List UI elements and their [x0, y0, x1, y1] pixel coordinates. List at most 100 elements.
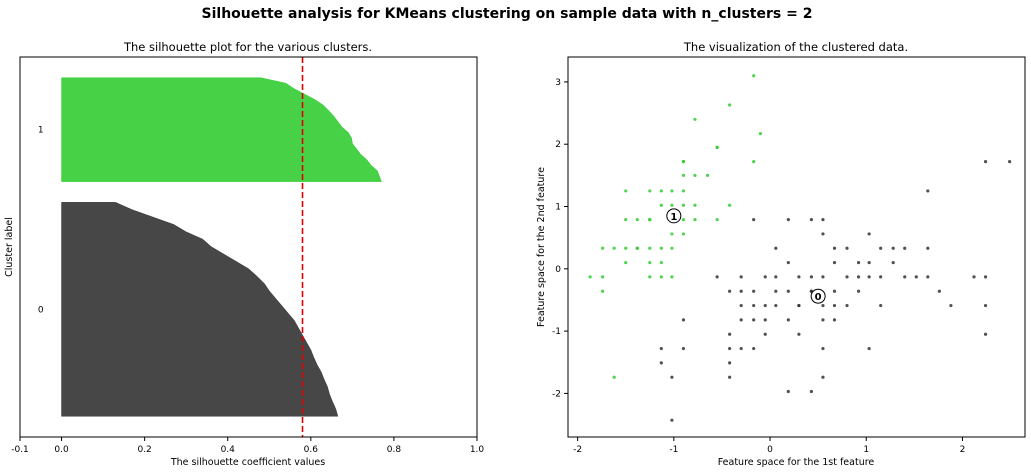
cluster-1-point	[693, 117, 697, 121]
cluster-0-point	[774, 303, 778, 308]
scatter-x-label: Feature space for the 1st feature	[718, 457, 875, 468]
silhouette-x-label: The silhouette coefficient values	[170, 457, 325, 468]
cluster-1-point	[705, 173, 710, 177]
cluster-0-point	[891, 246, 895, 250]
cluster-0-point	[809, 275, 814, 279]
cluster-1-point	[648, 246, 652, 250]
cluster-0-point	[972, 275, 976, 279]
cluster-1-point	[588, 275, 592, 279]
cluster-0-point	[797, 303, 801, 308]
cluster-0-point	[715, 275, 719, 279]
cluster-0-point	[926, 189, 930, 193]
x-tick-label: -0.1	[11, 445, 29, 455]
scatter-plot-title: The visualization of the clustered data.	[683, 40, 908, 54]
cluster-1-point	[758, 132, 763, 136]
cluster-center-1	[666, 208, 682, 224]
x-tick-label: 1.0	[470, 445, 485, 455]
cluster-1-point	[624, 217, 628, 222]
cluster-0-point	[845, 303, 849, 308]
cluster-0-point	[786, 289, 790, 293]
cluster-0-point	[763, 303, 767, 308]
cluster-1-point	[635, 217, 639, 222]
figure-suptitle: Silhouette analysis for KMeans clusterin…	[202, 6, 813, 22]
scatter-y-ticks: -2 -1 0 1 2 3	[552, 78, 568, 399]
cluster-0-point	[903, 246, 907, 250]
y-tick-label: 3	[555, 78, 561, 88]
silhouette-x-ticks: -0.1 0.0 0.2 0.4 0.6 0.8 1.0	[11, 437, 484, 455]
cluster-0-point	[845, 246, 849, 250]
cluster-0-point	[949, 303, 953, 308]
silhouette-y-label: Cluster label	[4, 217, 15, 277]
cluster-1-point	[612, 375, 616, 379]
cluster-0-point	[752, 303, 756, 308]
scatter-plot-frame	[567, 56, 1026, 438]
y-tick-label: 1	[555, 203, 561, 213]
cluster-1-point	[659, 275, 663, 279]
y-tick-label: -2	[552, 389, 561, 399]
cluster-0-point	[752, 217, 756, 222]
cluster-0-point	[821, 217, 825, 222]
cluster-0-point	[728, 346, 732, 351]
cluster-0-point	[763, 318, 767, 322]
cluster-0-point	[983, 160, 988, 164]
cluster-1-point	[659, 203, 663, 207]
cluster-1-point	[681, 173, 686, 177]
cluster-0-point	[821, 275, 825, 279]
cluster-1-point	[681, 203, 686, 207]
cluster-0-point	[670, 418, 674, 422]
cluster-0-point	[1008, 160, 1012, 164]
cluster-1-point	[659, 260, 663, 265]
cluster-0-point	[926, 246, 930, 250]
cluster-1-point	[601, 246, 605, 250]
cluster-0-point	[763, 332, 767, 336]
silhouette-cluster-1	[61, 77, 382, 182]
cluster-0-point	[867, 232, 871, 236]
x-tick-label: 0	[767, 445, 773, 455]
cluster-1-point	[728, 103, 732, 107]
cluster-center-label-0: 0	[815, 292, 822, 303]
x-tick-label: 0.2	[137, 445, 151, 455]
cluster-0-point	[659, 361, 663, 365]
cluster-0-point	[797, 275, 801, 279]
cluster-1-point	[648, 275, 652, 279]
y-tick-label: -1	[552, 327, 561, 337]
cluster-0-point	[832, 246, 837, 250]
cluster-0-point	[856, 289, 861, 293]
cluster-0-point	[821, 303, 825, 308]
cluster-0-point	[728, 375, 732, 379]
x-tick-label: 2	[960, 445, 966, 455]
cluster-0-point	[681, 318, 686, 322]
cluster-center-label-1: 1	[670, 212, 677, 223]
silhouette-plot: 01 -0.1 0.0 0.2 0.4 0.6 0.8 1.0 The silhouette…	[4, 40, 484, 468]
cluster-1-point	[693, 203, 697, 207]
cluster-0-point	[739, 303, 743, 308]
x-tick-label: 1	[863, 445, 869, 455]
cluster-1-point	[715, 145, 719, 149]
silhouette-cluster-0	[61, 202, 339, 417]
cluster-0-point	[821, 318, 825, 322]
cluster-1-point	[624, 189, 628, 193]
cluster-0-point	[821, 232, 825, 236]
cluster-0-point	[728, 289, 732, 293]
x-tick-label: 0.6	[304, 445, 319, 455]
cluster-0-point	[809, 389, 814, 394]
cluster-1-point	[670, 203, 674, 207]
cluster-0-point	[659, 346, 663, 351]
cluster-0-point	[809, 217, 814, 222]
cluster-0-point	[983, 275, 988, 279]
cluster-1-point	[681, 232, 686, 236]
cluster-1-point	[601, 275, 605, 279]
cluster-0-point	[786, 217, 790, 222]
cluster-0-point	[914, 275, 918, 279]
cluster-0-point	[867, 260, 871, 265]
y-tick-label: 0	[555, 265, 561, 275]
cluster-1-point	[681, 189, 686, 193]
cluster-0-point	[752, 346, 756, 351]
cluster-1-point	[681, 160, 686, 164]
cluster-0-point	[821, 375, 825, 379]
cluster-0-point	[983, 332, 988, 336]
cluster-0-point	[832, 318, 837, 322]
cluster-0-point	[832, 289, 837, 293]
cluster-1-point	[670, 246, 674, 250]
